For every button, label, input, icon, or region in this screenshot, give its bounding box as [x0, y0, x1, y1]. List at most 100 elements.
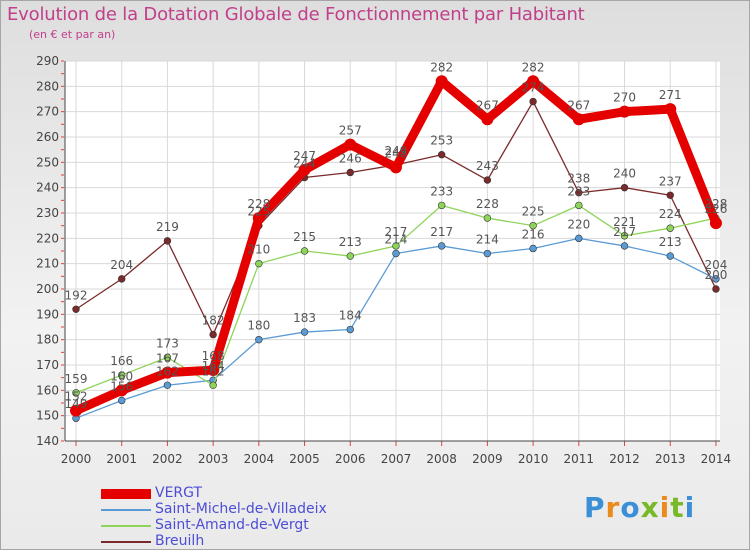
data-point — [115, 384, 128, 397]
data-point — [483, 176, 492, 184]
legend-swatch — [101, 525, 151, 527]
data-point — [527, 75, 540, 88]
data-label: 215 — [293, 230, 316, 244]
data-label: 180 — [247, 319, 270, 333]
logo-letter: P — [584, 491, 606, 524]
data-point — [712, 285, 720, 293]
data-point — [572, 113, 585, 126]
data-point — [435, 75, 448, 88]
y-tick-label: 220 — [36, 231, 59, 245]
data-label: 182 — [202, 314, 225, 328]
data-label: 224 — [659, 207, 682, 221]
data-point — [709, 217, 722, 230]
data-label: 173 — [156, 336, 179, 350]
data-point — [575, 234, 583, 243]
data-point — [437, 201, 446, 210]
y-tick-label: 170 — [36, 358, 59, 372]
data-label: 274 — [522, 81, 545, 95]
data-label: 162 — [156, 364, 179, 378]
legend-label: VERGT — [155, 485, 203, 501]
legend-swatch — [101, 541, 151, 543]
data-label: 225 — [522, 205, 545, 219]
data-label: 183 — [293, 311, 316, 325]
data-label: 162 — [202, 364, 225, 378]
data-point — [483, 214, 492, 222]
data-label: 166 — [110, 354, 133, 368]
y-tick-label: 150 — [36, 409, 59, 423]
data-label: 253 — [430, 134, 453, 148]
data-labels: 192 204 219 182 225 244 246 249 253 243 274 238 240 2… — [65, 60, 728, 411]
data-label: 217 — [613, 225, 636, 239]
data-label: 216 — [522, 227, 545, 241]
data-point — [344, 138, 357, 151]
data-point — [209, 330, 217, 339]
y-tick-label: 260 — [36, 130, 59, 144]
data-label: 237 — [659, 174, 682, 188]
data-point — [529, 244, 537, 253]
data-point — [664, 103, 677, 116]
legend-label: Saint-Michel-de-Villadeix — [155, 501, 327, 517]
x-tick-label: 2002 — [152, 452, 183, 466]
x-tick-label: 2011 — [564, 452, 595, 466]
data-label: 200 — [704, 268, 727, 282]
x-tick-label: 2000 — [61, 452, 92, 466]
data-label: 214 — [476, 233, 499, 247]
data-label: 244 — [293, 157, 316, 171]
data-label: 217 — [430, 225, 453, 239]
data-label: 247 — [293, 149, 316, 163]
data-point — [163, 237, 172, 245]
data-label: 228 — [476, 197, 499, 211]
x-tick-label: 2012 — [609, 452, 640, 466]
x-tick-label: 2010 — [518, 452, 549, 466]
data-point — [392, 242, 400, 250]
data-point — [575, 189, 583, 197]
data-label: 238 — [567, 172, 590, 186]
data-label: 204 — [110, 258, 133, 272]
x-tick-label: 2007 — [381, 452, 412, 466]
data-point — [255, 259, 263, 268]
data-label: 204 — [704, 258, 727, 272]
data-label: 168 — [202, 349, 225, 363]
legend-swatch — [101, 489, 151, 499]
y-tick-label: 210 — [36, 257, 59, 271]
legend-swatch — [101, 509, 151, 511]
y-tick-label: 160 — [36, 383, 59, 397]
data-label: 159 — [65, 372, 88, 386]
data-label: 164 — [202, 359, 225, 373]
data-point — [481, 113, 494, 126]
data-label: 213 — [659, 235, 682, 249]
data-label: 249 — [385, 144, 408, 158]
data-point — [529, 97, 537, 106]
data-point — [712, 275, 720, 283]
data-point — [389, 161, 402, 174]
x-tick-label: 2005 — [289, 452, 320, 466]
data-point — [437, 151, 446, 159]
x-tick-label: 2006 — [335, 452, 366, 466]
data-point — [300, 247, 309, 255]
x-tick-label: 2009 — [472, 452, 503, 466]
data-point — [346, 252, 354, 260]
data-label: 210 — [247, 243, 270, 257]
data-label: 149 — [65, 397, 88, 411]
data-point — [252, 212, 265, 225]
data-point — [666, 191, 674, 199]
plot-area — [65, 61, 720, 441]
data-label: 282 — [522, 60, 545, 74]
data-point — [300, 328, 309, 336]
y-tick-label: 270 — [36, 105, 59, 119]
data-label: 233 — [430, 184, 453, 198]
data-point — [666, 252, 674, 260]
data-label: 219 — [156, 220, 179, 234]
data-point — [620, 242, 629, 250]
data-point — [118, 275, 126, 283]
data-label: 246 — [339, 151, 362, 165]
data-point — [529, 221, 537, 230]
data-point — [207, 364, 220, 377]
y-tick-label: 240 — [36, 181, 59, 195]
chart-subtitle: (en € et par an) — [29, 28, 116, 41]
data-label: 221 — [613, 215, 636, 229]
data-label: 213 — [339, 235, 362, 249]
data-label: 152 — [65, 390, 88, 404]
data-label: 192 — [65, 288, 88, 302]
y-tick-label: 280 — [36, 79, 59, 93]
